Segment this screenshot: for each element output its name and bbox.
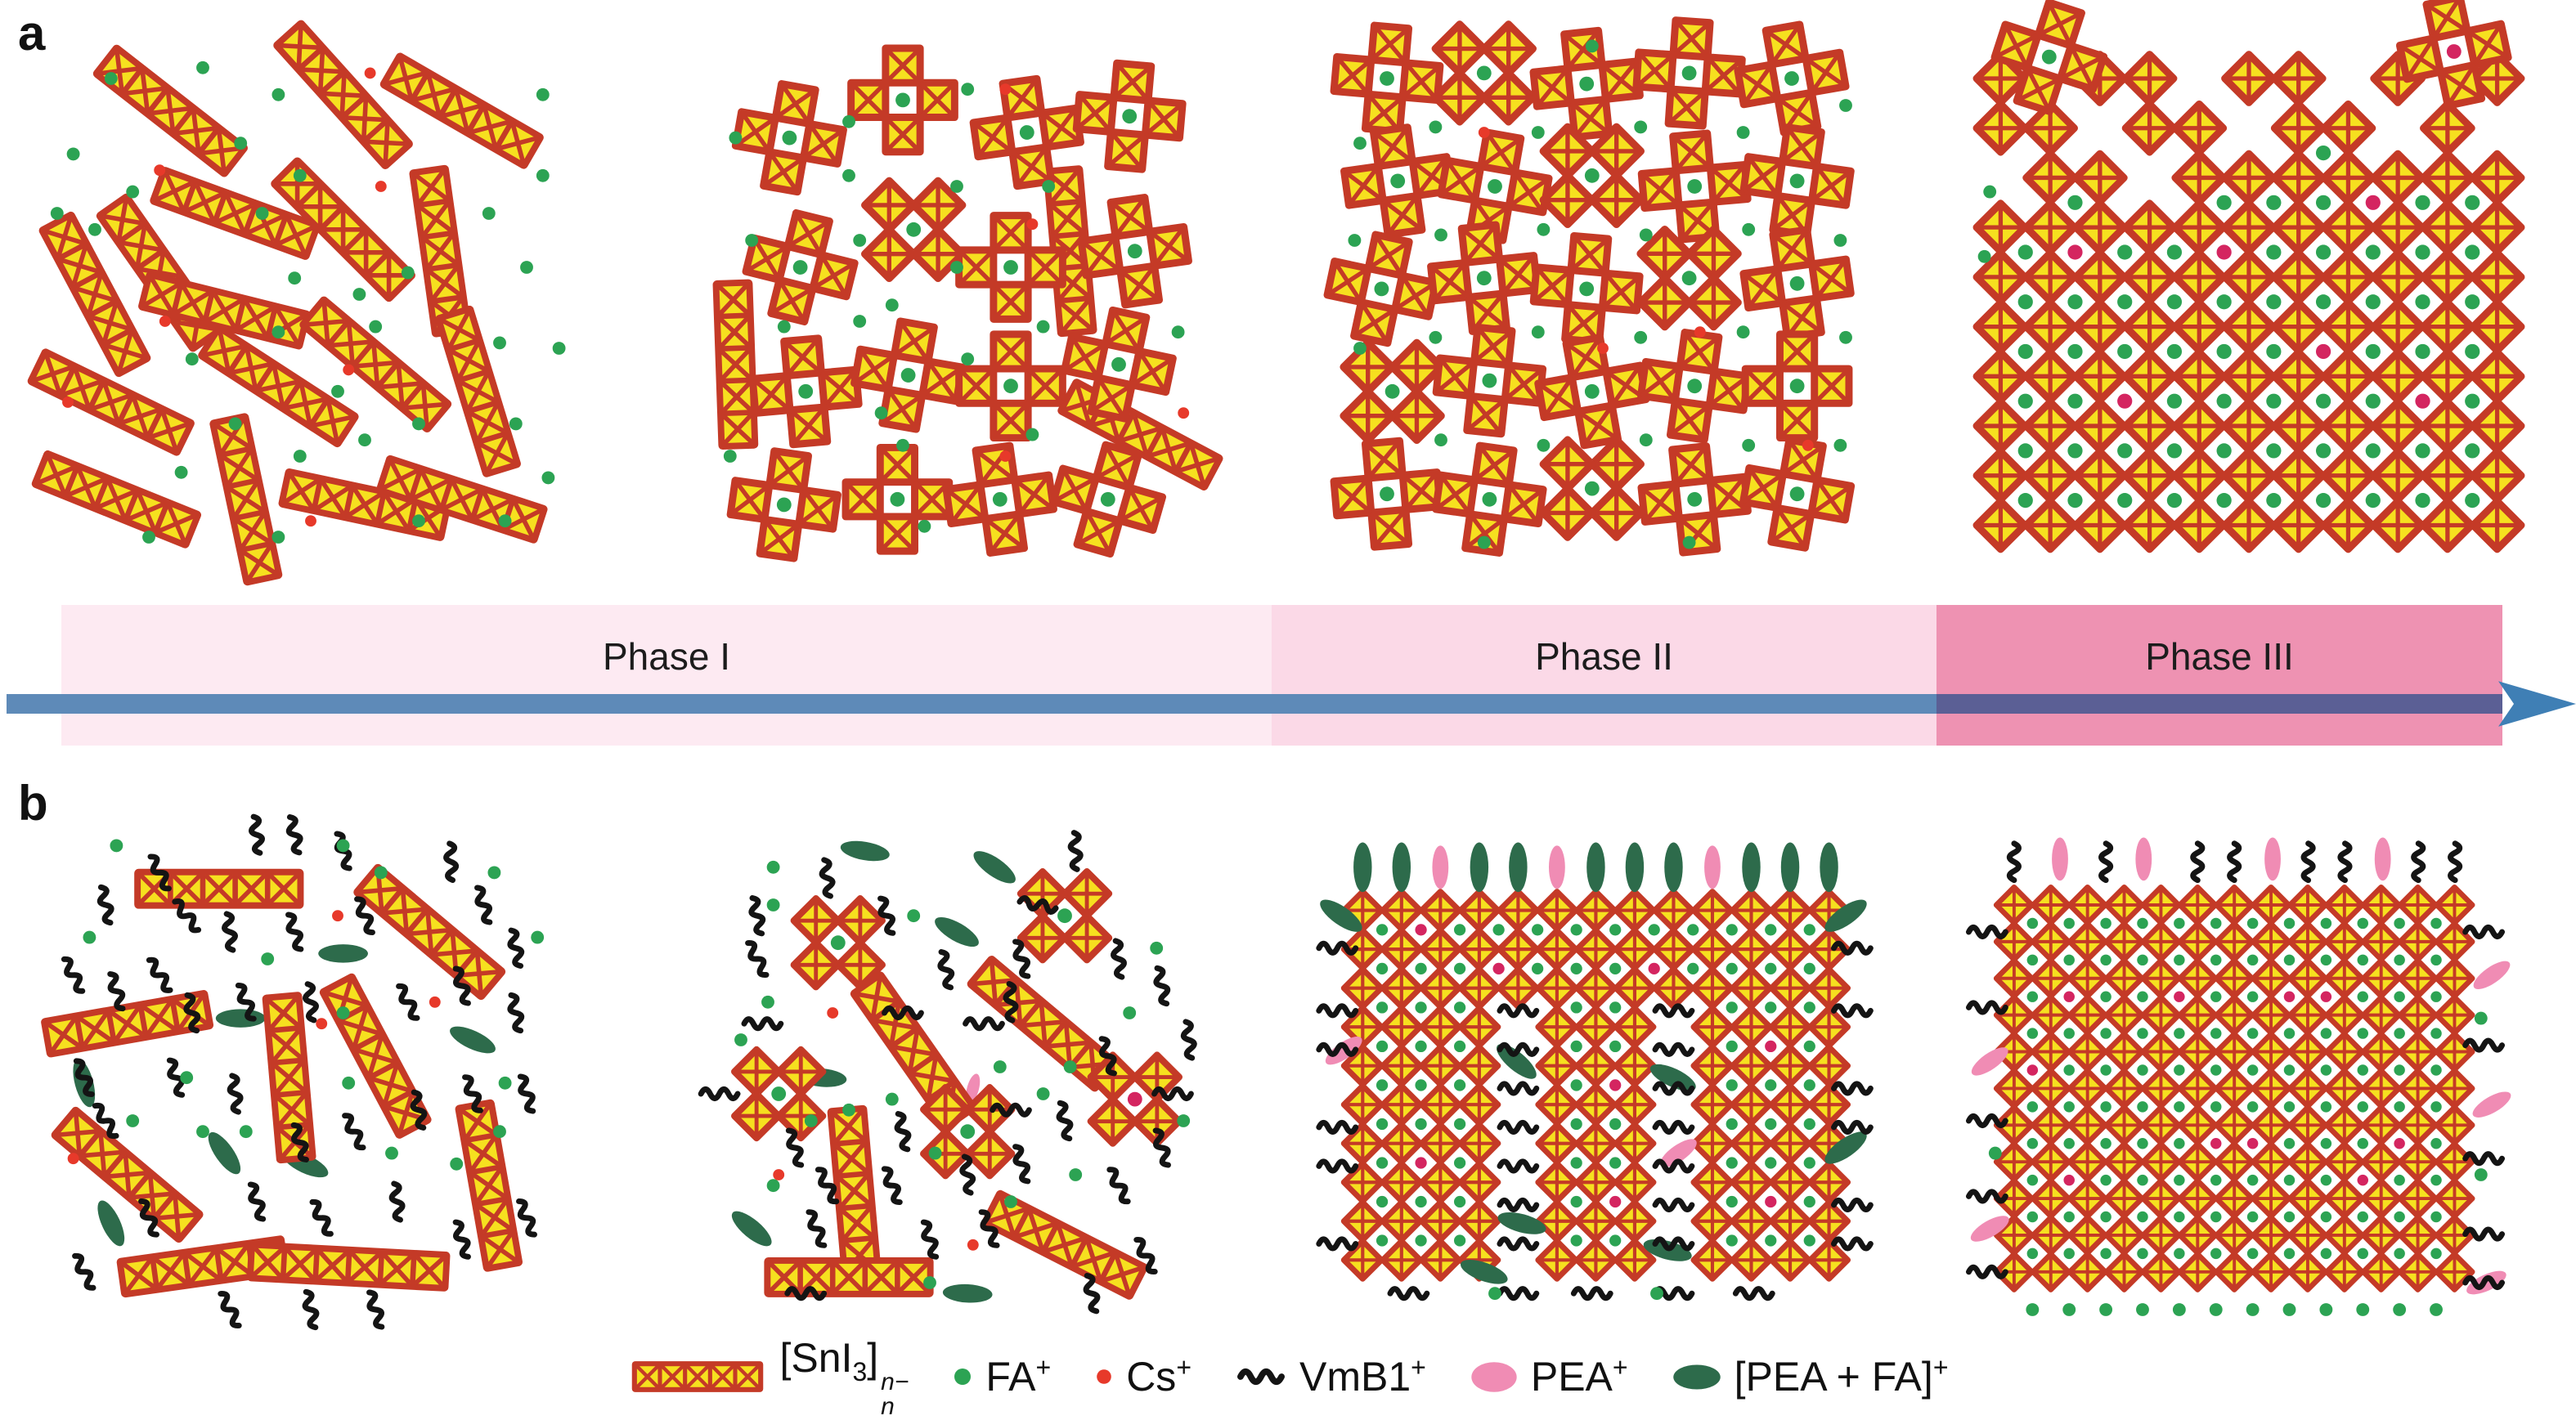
pea-cation-icon [1471, 1361, 1517, 1392]
figure-legend: [SnI3] n− n FA+ Cs+ VmB1+ PEA+ [PEA + FA]+ [0, 1335, 2576, 1419]
phase-ii-label: Phase II [1535, 635, 1673, 678]
panel-b-stage3-partial-lattice-illustration [1316, 842, 1874, 1301]
legend-sni3-label: [SnI3] n− n [779, 1334, 909, 1420]
legend-item-fa: FA+ [953, 1353, 1051, 1400]
pea-fa-complex-icon [1672, 1364, 1721, 1389]
panel-a-stage1-dispersed-chains-illustration [27, 20, 566, 586]
sni3-chain-icon [631, 1361, 763, 1392]
time-arrow-shaft [7, 694, 1936, 714]
legend-cs-label: Cs+ [1126, 1352, 1192, 1400]
legend-item-cs: Cs+ [1095, 1353, 1192, 1400]
panel-a-stage2-small-clusters-illustration [712, 44, 1223, 562]
time-arrow-shaft-dark [1936, 694, 2502, 714]
legend-peafa-label: [PEA + FA]+ [1734, 1352, 1949, 1400]
legend-fa-label: FA+ [985, 1352, 1052, 1400]
cs-cation-icon [1097, 1369, 1112, 1384]
fa-cation-icon [954, 1368, 972, 1385]
panel-a-label: a [18, 6, 46, 60]
phase-band-i: Phase I [61, 605, 1272, 746]
time-arrow-head-icon [2498, 681, 2576, 727]
panel-b-stage1-dispersed-chains-additives-illustration [41, 813, 545, 1331]
legend-item-sni3: [SnI3] n− n [628, 1334, 909, 1420]
vmb1-cation-icon [1237, 1368, 1285, 1386]
panel-b-label: b [18, 776, 48, 831]
phase-i-label: Phase I [603, 635, 730, 678]
legend-item-peafa: [PEA + FA]+ [1672, 1353, 1949, 1400]
legend-pea-label: PEA+ [1530, 1352, 1628, 1400]
panel-a-stage4-lattice-illustration [1972, 0, 2525, 553]
legend-vmb1-label: VmB1+ [1299, 1352, 1426, 1400]
phase-band-iii: Phase III [1936, 605, 2502, 746]
legend-item-pea: PEA+ [1470, 1353, 1628, 1400]
panel-a-stage3-aggregated-clusters-illustration [1323, 16, 1856, 557]
phase-band-ii: Phase II [1272, 605, 1936, 746]
panel-b-stage2-clusters-additives-illustration [698, 830, 1197, 1315]
legend-item-vmb1: VmB1+ [1236, 1353, 1426, 1400]
panel-b-stage4-complete-lattice-illustration [1965, 837, 2511, 1316]
phase-iii-label: Phase III [2145, 635, 2294, 678]
